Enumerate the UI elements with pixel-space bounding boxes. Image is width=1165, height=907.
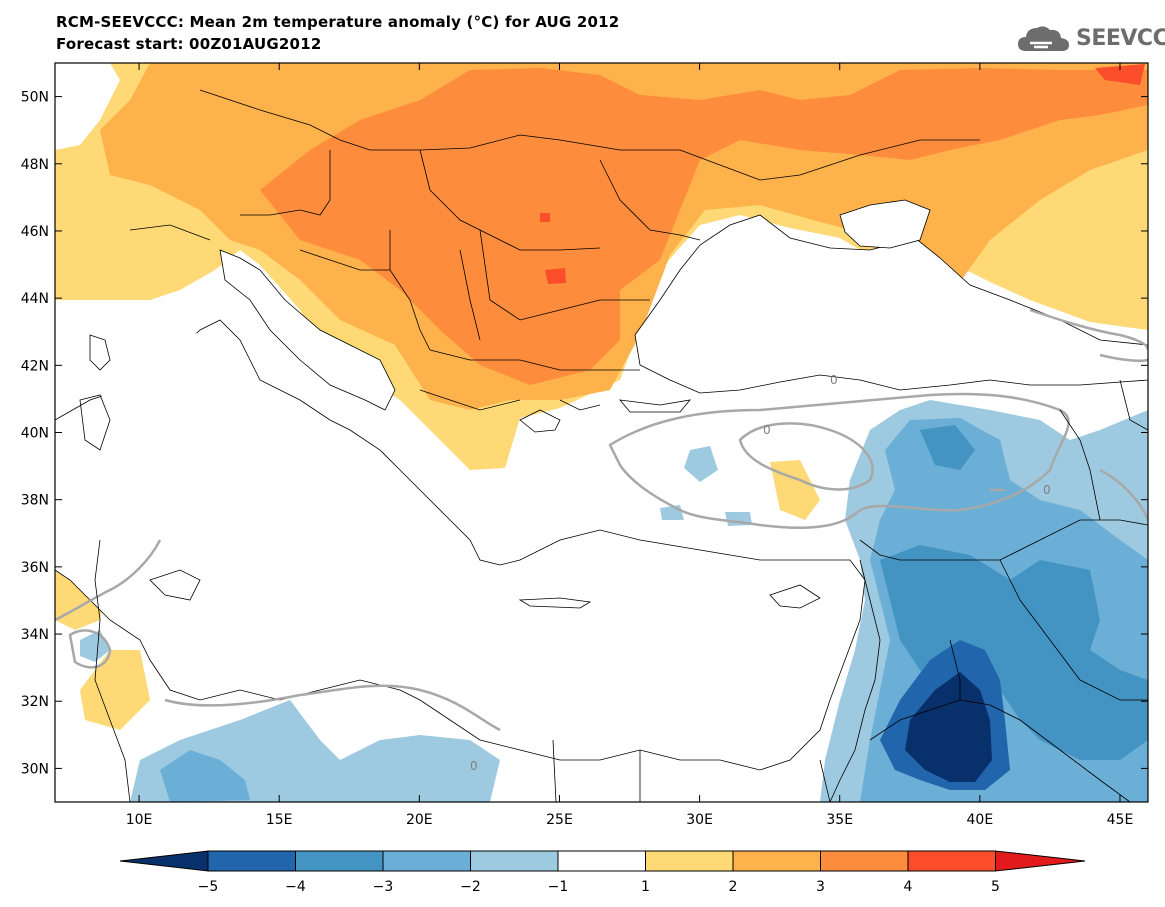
lon-label: 25E (546, 812, 573, 828)
contour-labels: 0 0 0 0 (470, 373, 1051, 773)
colorbar-segment (557, 850, 646, 872)
north-white-patch (55, 63, 120, 150)
cloud-icon (1018, 26, 1069, 51)
colorbar-end-low (119, 850, 209, 872)
black-sea (634, 214, 1148, 394)
colorbar-tick-label: −5 (198, 879, 219, 895)
map-title: RCM-SEEVCCC: Mean 2m temperature anomaly… (56, 13, 620, 31)
colorbar-segment (470, 850, 559, 872)
colorbar-tick-label: 5 (991, 879, 1000, 895)
lat-label: 32N (21, 694, 49, 710)
lon-label: 35E (826, 812, 853, 828)
colorbar-tick-label: −2 (460, 879, 481, 895)
zero-contours (55, 308, 1148, 732)
colorbar-tick-label: 2 (729, 879, 738, 895)
anomaly-spot-warm (55, 460, 820, 730)
colorbar-tick-label: 3 (816, 879, 825, 895)
lat-label: 36N (21, 560, 49, 576)
colorbar-segment (295, 850, 384, 872)
longitude-axis: 10E 15E 20E 25E 30E 35E 40E 45E (126, 63, 1134, 828)
zero-contour-inner (738, 422, 874, 491)
colorbar-segment (820, 850, 909, 872)
zero-contour-africa (55, 539, 501, 732)
colorbar-tick-label: −3 (373, 879, 394, 895)
lon-label: 40E (967, 812, 994, 828)
lat-label: 38N (21, 493, 49, 509)
lat-label: 40N (21, 426, 49, 442)
contour-label: 0 (470, 759, 478, 773)
colorbar: −5 −4 −3 −2 −1 1 2 3 4 5 (119, 850, 1086, 895)
zero-contour-caucasus (1029, 308, 1148, 363)
lat-label: 42N (21, 358, 49, 374)
lat-label: 50N (21, 90, 49, 106)
logo-text: SEEVCCC (1076, 25, 1165, 51)
contour-label: 0 (1043, 483, 1051, 497)
colorbar-segment (382, 850, 471, 872)
colorbar-segment (645, 850, 734, 872)
colorbar-tick-label: 1 (641, 879, 650, 895)
lon-label: 15E (266, 812, 293, 828)
anomaly-zone-below-5 (905, 672, 992, 782)
adriatic-sea (219, 249, 396, 411)
lat-label: 30N (21, 761, 49, 777)
lon-label: 10E (126, 812, 153, 828)
lat-label: 44N (21, 291, 49, 307)
anomaly-field (55, 63, 1148, 802)
island-outlines (79, 334, 821, 609)
latitude-axis: 50N 48N 46N 44N 42N 40N 38N 36N 34N 32N 30N (21, 90, 1148, 777)
sea-mask (55, 63, 1148, 771)
seevccc-logo: SEEVCCC (1016, 20, 1165, 56)
colorbar-segment (907, 850, 996, 872)
anomaly-zone-3to4 (260, 68, 1148, 385)
colorbar-tick-label: −1 (548, 879, 569, 895)
colorbar-segment (732, 850, 821, 872)
lat-label: 48N (21, 157, 49, 173)
lat-label: 34N (21, 627, 49, 643)
lat-label: 46N (21, 224, 49, 240)
anomaly-zone-minus2to-3-africa (160, 750, 250, 802)
zero-contour-east (990, 468, 1148, 521)
colorbar-tick-label: −4 (285, 879, 306, 895)
anomaly-spot-anatolia (80, 446, 752, 662)
lon-label: 20E (406, 812, 433, 828)
tyrrhenian-sea (100, 320, 310, 530)
lon-label: 30E (686, 812, 713, 828)
colorbar-tick-label: 4 (904, 879, 913, 895)
forecast-start: Forecast start: 00Z01AUG2012 (56, 35, 322, 53)
country-borders (94, 89, 1148, 802)
colorbar-segment (207, 850, 296, 872)
contour-label: 0 (763, 423, 771, 437)
azov-sea (839, 199, 931, 249)
zero-contour-anatolia (608, 392, 1070, 529)
lon-label: 45E (1107, 812, 1134, 828)
contour-label: 0 (830, 373, 838, 387)
colorbar-end-high (995, 850, 1086, 872)
